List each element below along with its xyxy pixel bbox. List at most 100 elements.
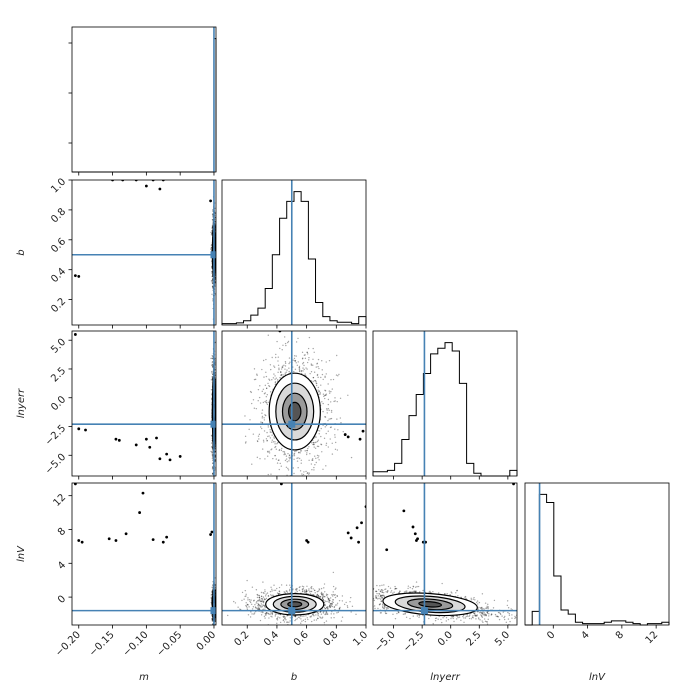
sample-point	[281, 366, 284, 369]
sample-point	[300, 370, 303, 372]
outlier-point	[73, 333, 77, 336]
sample-point	[315, 382, 318, 385]
sample-point	[321, 373, 324, 376]
sample-point	[267, 334, 269, 336]
sample-point	[315, 380, 317, 383]
sample-point	[293, 370, 295, 373]
sample-point	[370, 435, 371, 436]
sample-point	[260, 421, 262, 423]
sample-point	[284, 372, 286, 374]
sample-point	[282, 374, 284, 376]
sample-point	[261, 415, 264, 418]
panel-frame-lnyerr	[372, 330, 518, 477]
sample-point	[310, 364, 313, 366]
outlier-point	[209, 199, 212, 203]
sample-point	[271, 439, 274, 441]
sample-point	[275, 353, 277, 356]
sample-point	[324, 397, 326, 400]
sample-point	[271, 441, 273, 443]
sample-point	[282, 344, 284, 347]
sample-point	[325, 442, 328, 445]
sample-point	[327, 407, 330, 410]
sample-point	[298, 368, 301, 371]
sample-point	[306, 449, 308, 452]
sample-point	[301, 358, 304, 360]
sample-point	[312, 377, 315, 379]
sample-point	[289, 457, 292, 459]
sample-point	[315, 461, 317, 464]
sample-point	[261, 422, 264, 424]
sample-point	[298, 457, 301, 460]
sample-point	[309, 372, 311, 375]
sample-point	[336, 400, 338, 403]
sample-point	[297, 457, 299, 459]
sample-point	[211, 376, 213, 378]
sample-point	[263, 393, 266, 395]
histogram-panel-lnV	[524, 482, 670, 626]
sample-point	[295, 341, 298, 343]
sample-point	[334, 397, 336, 399]
sample-point	[211, 446, 213, 448]
outlier-point	[117, 438, 121, 442]
sample-point	[269, 364, 272, 366]
sample-point	[314, 441, 316, 444]
sample-point	[265, 387, 268, 390]
sample-point	[214, 448, 216, 451]
sample-point	[302, 367, 304, 369]
sample-point	[211, 226, 213, 228]
sample-point	[276, 340, 278, 343]
sample-point	[317, 439, 320, 441]
sample-point	[268, 452, 271, 454]
sample-point	[277, 371, 279, 374]
sample-point	[306, 449, 308, 452]
sample-point	[274, 381, 277, 384]
sample-point	[270, 449, 272, 451]
sample-point	[316, 454, 319, 457]
sample-point	[278, 368, 280, 371]
sample-point	[324, 389, 326, 392]
sample-point	[337, 375, 339, 377]
sample-point	[211, 360, 214, 363]
sample-point	[310, 463, 313, 465]
sample-point	[294, 359, 296, 362]
sample-point	[263, 430, 266, 432]
sample-point	[334, 434, 336, 436]
sample-point	[211, 285, 214, 288]
sample-point	[293, 357, 296, 360]
sample-point	[211, 226, 214, 229]
sample-point	[258, 396, 261, 399]
sample-point	[296, 364, 299, 367]
sample-point	[275, 377, 278, 379]
sample-point	[284, 453, 287, 455]
sample-point	[300, 459, 303, 461]
sample-point	[325, 444, 327, 447]
sample-point	[210, 596, 213, 599]
sample-point	[210, 247, 213, 249]
sample-point	[284, 368, 286, 370]
sample-point	[274, 383, 277, 386]
sample-point	[315, 384, 318, 387]
sample-point	[330, 390, 332, 393]
sample-point	[211, 227, 213, 230]
sample-point	[330, 401, 332, 403]
sample-point	[267, 401, 270, 404]
sample-point	[276, 442, 279, 444]
sample-point	[306, 368, 308, 370]
sample-point	[210, 442, 213, 444]
sample-point	[313, 446, 315, 448]
sample-point	[215, 478, 216, 479]
sample-point	[211, 454, 213, 456]
sample-point	[316, 363, 318, 365]
sample-point	[294, 360, 296, 363]
sample-point	[314, 447, 317, 449]
sample-point	[211, 617, 213, 620]
sample-point	[285, 458, 288, 460]
sample-point	[313, 455, 316, 457]
sample-point	[288, 460, 290, 462]
sample-point	[292, 467, 295, 469]
sample-point	[214, 276, 216, 279]
sample-point	[212, 275, 214, 277]
sample-point	[261, 421, 264, 424]
sample-point	[295, 362, 297, 364]
